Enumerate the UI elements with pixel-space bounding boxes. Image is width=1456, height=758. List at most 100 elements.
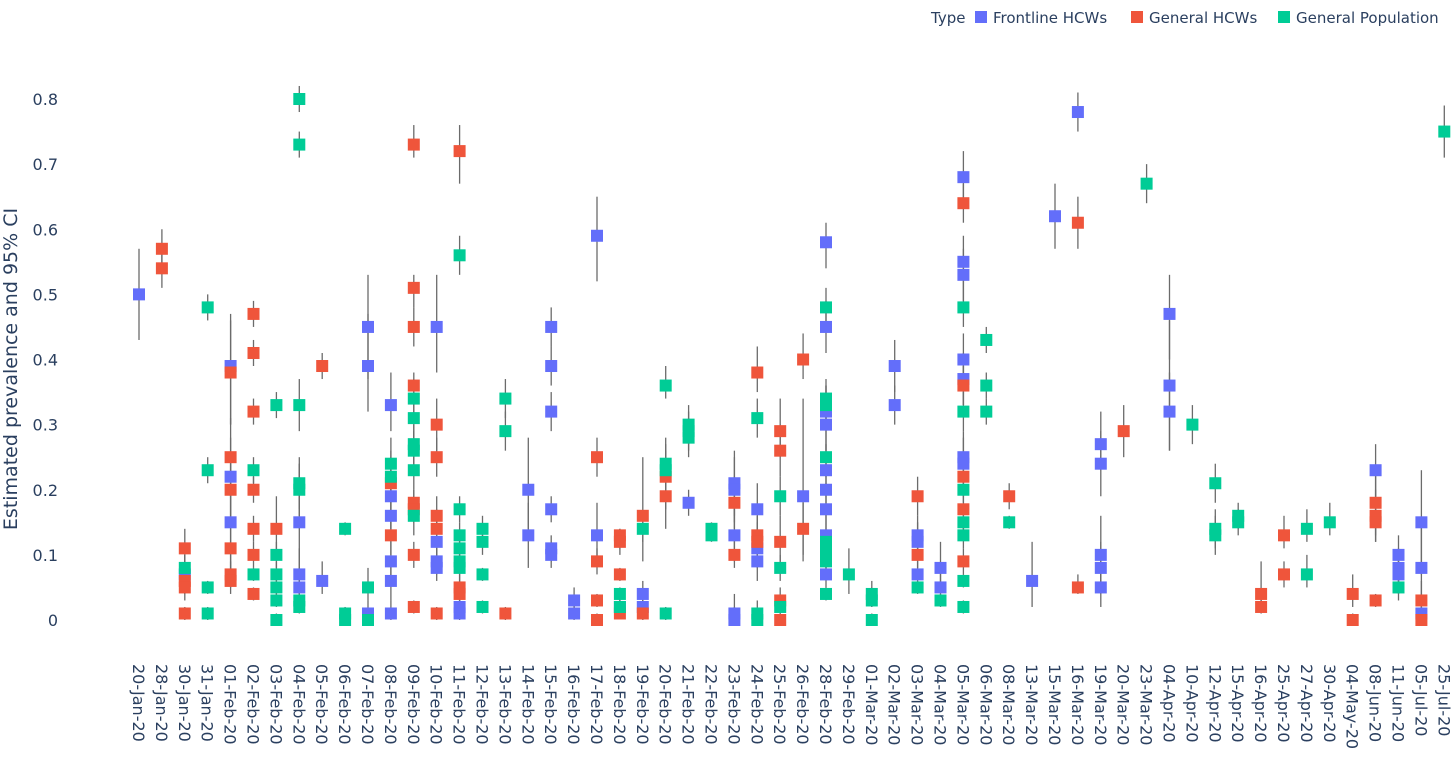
data-point <box>1278 529 1290 542</box>
x-tick-label: 12-Feb-20 <box>473 664 492 745</box>
x-tick-label: 03-Mar-20 <box>908 664 927 745</box>
legend: Type Frontline HCWs General HCWs General P… <box>930 9 1439 27</box>
data-point <box>247 587 260 600</box>
data-point <box>1300 568 1313 581</box>
data-point <box>591 555 603 568</box>
data-point <box>545 320 558 333</box>
data-point <box>1071 106 1084 119</box>
data-point <box>224 470 237 483</box>
x-tick-label: 19-Feb-20 <box>633 664 652 745</box>
data-point <box>820 568 832 581</box>
data-point <box>774 614 787 626</box>
data-point <box>178 581 191 594</box>
data-point <box>407 548 420 561</box>
data-point <box>1094 457 1107 470</box>
data-point <box>820 236 832 249</box>
data-point <box>430 509 443 522</box>
data-point <box>957 268 970 281</box>
x-tick-label: 03-Feb-20 <box>266 664 285 745</box>
data-point <box>682 431 695 444</box>
data-point <box>270 522 283 535</box>
data-point <box>384 607 397 620</box>
data-point <box>155 262 168 275</box>
data-point <box>1209 529 1222 542</box>
data-point <box>499 425 512 438</box>
data-point <box>568 594 581 607</box>
data-point <box>957 470 970 483</box>
data-point <box>659 490 672 503</box>
x-tick-label: 26-Feb-20 <box>793 664 812 745</box>
data-point <box>774 490 787 503</box>
data-point <box>980 405 993 418</box>
data-point <box>430 535 443 548</box>
data-point <box>820 399 832 412</box>
x-tick-label: 30-Jan-20 <box>175 664 194 742</box>
data-point <box>865 614 878 626</box>
x-tick-label: 31-Jan-20 <box>198 664 217 742</box>
data-point <box>293 138 306 151</box>
data-point <box>1163 307 1176 320</box>
data-point <box>957 379 970 392</box>
data-point <box>293 93 306 105</box>
data-point <box>1049 210 1061 223</box>
legend-item[interactable]: General Population <box>1278 9 1439 27</box>
x-tick-label: 18-Feb-20 <box>610 664 629 745</box>
data-point <box>293 581 306 594</box>
data-point <box>1094 438 1107 451</box>
data-point <box>247 522 260 535</box>
data-point <box>957 483 970 496</box>
data-point <box>476 522 489 535</box>
x-axis: 20-Jan-20 28-Jan-20 30-Jan-20 31-Jan-20 01-F… <box>129 664 1453 749</box>
data-point <box>797 353 810 366</box>
data-point <box>1346 587 1359 600</box>
data-point <box>751 366 764 379</box>
x-tick-label: 23-Mar-20 <box>1137 664 1156 745</box>
data-point <box>384 555 397 568</box>
data-point <box>774 535 787 548</box>
legend-item[interactable]: General HCWs <box>1131 9 1257 27</box>
data-point <box>407 444 420 457</box>
x-tick-label: 07-Feb-20 <box>358 664 377 745</box>
x-tick-label: 11-Jun-20 <box>1389 664 1408 742</box>
data-point <box>682 496 695 509</box>
data-point <box>1392 568 1405 581</box>
data-point <box>728 614 741 626</box>
data-point <box>957 516 970 529</box>
data-point <box>591 614 603 626</box>
data-point <box>1369 464 1382 477</box>
data-point <box>774 444 787 457</box>
data-point <box>980 333 993 346</box>
data-point <box>820 451 832 464</box>
legend-swatch <box>975 11 987 23</box>
legend-title: Type <box>930 9 965 27</box>
data-point <box>247 346 260 359</box>
data-point <box>270 548 283 561</box>
legend-swatch <box>1131 11 1143 23</box>
x-tick-label: 25-Feb-20 <box>770 664 789 745</box>
data-point <box>453 503 466 516</box>
data-point <box>201 464 214 477</box>
x-tick-label: 08-Jun-20 <box>1366 664 1385 742</box>
x-tick-label: 11-Feb-20 <box>450 664 469 745</box>
data-point <box>430 561 443 574</box>
data-point <box>613 587 626 600</box>
legend-item[interactable]: Frontline HCWs <box>975 9 1107 27</box>
x-tick-label: 22-Feb-20 <box>702 664 721 745</box>
data-point <box>980 379 993 392</box>
data-point <box>636 522 649 535</box>
data-point <box>911 548 924 561</box>
data-point <box>407 392 420 405</box>
data-point <box>1369 516 1382 529</box>
x-tick-label: 09-Feb-20 <box>404 664 423 745</box>
data-point <box>911 535 924 548</box>
data-point <box>362 320 374 333</box>
data-point <box>1300 522 1313 535</box>
data-point <box>407 464 420 477</box>
data-point <box>911 568 924 581</box>
data-point <box>293 483 306 496</box>
data-point <box>1392 581 1405 594</box>
data-point <box>1415 614 1428 626</box>
data-point <box>865 594 878 607</box>
data-point <box>1346 614 1359 626</box>
data-point <box>545 405 558 418</box>
